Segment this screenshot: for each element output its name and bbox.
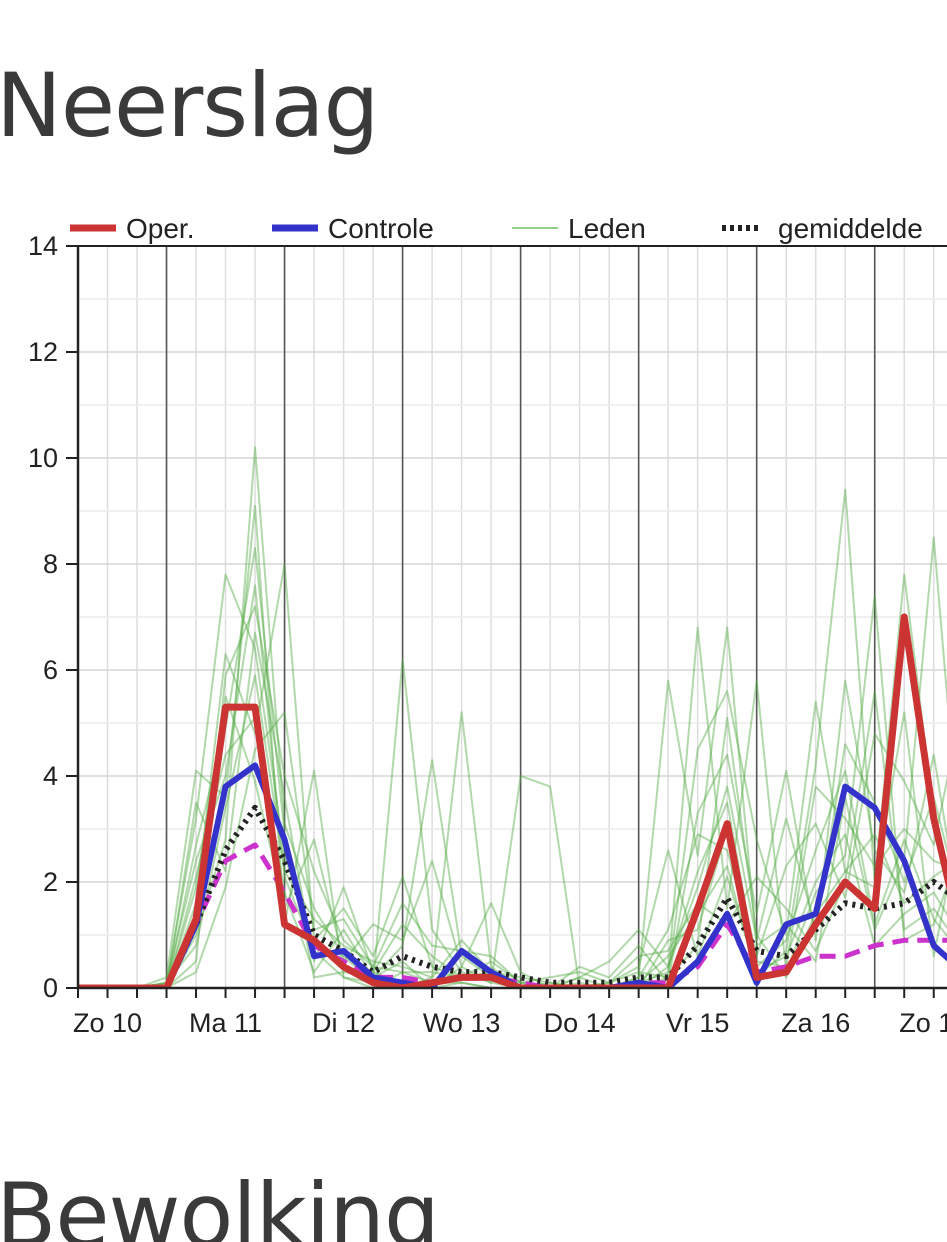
legend-label: gemiddelde [778,213,923,244]
x-tick-label: Wo 13 [423,1008,501,1038]
section-title-bewolking: Bewolking [0,1164,440,1242]
legend-label: Leden [568,213,646,244]
x-tick-label: Do 14 [544,1008,616,1038]
y-tick-label: 12 [28,337,58,367]
x-tick-label: Zo 17 [899,1008,947,1038]
ensemble-member-line [78,631,947,988]
y-tick-label: 0 [43,973,58,1003]
section-title-neerslag: Neerslag [0,54,379,157]
ensemble-member-line [78,446,947,988]
y-tick-label: 6 [43,655,58,685]
ensemble-member-line [78,716,947,988]
chart-axes [76,245,947,990]
precipitation-chart-svg: Oper. Controle Leden gemiddelde 0 2 4 6 8 10 12 14… [28,213,947,1038]
ensemble-member-line [78,536,947,988]
y-axis-ticks: 0 2 4 6 8 10 12 14 [28,231,78,1003]
series-line-oper [78,613,947,988]
y-tick-label: 4 [43,761,58,791]
ensemble-member-line [78,563,947,988]
series-line-controle [78,762,947,988]
precipitation-chart: Oper. Controle Leden gemiddelde 0 2 4 6 8 10 12 14… [0,196,947,1056]
y-tick-label: 10 [28,443,58,473]
y-tick-label: 14 [28,231,58,261]
x-axis-ticks: Zo 10 Ma 11 Di 12 Wo 13 Do 14 Vr 15 Za 16 Zo 17 [73,988,947,1038]
chart-legend: Oper. Controle Leden gemiddelde [70,213,923,244]
legend-label: Controle [328,213,434,244]
series-line-magenta [78,842,947,988]
ensemble-members [78,446,947,988]
legend-label: Oper. [126,213,194,244]
y-tick-label: 8 [43,549,58,579]
ensemble-member-line [78,690,947,988]
x-tick-label: Di 12 [312,1008,375,1038]
y-tick-label: 2 [43,867,58,897]
ensemble-member-line [78,674,947,988]
chart-series [78,613,947,988]
x-tick-label: Ma 11 [189,1008,262,1038]
x-tick-label: Vr 15 [666,1008,730,1038]
x-tick-label: Zo 10 [73,1008,142,1038]
x-tick-label: Za 16 [781,1008,850,1038]
ensemble-member-line [78,584,947,988]
